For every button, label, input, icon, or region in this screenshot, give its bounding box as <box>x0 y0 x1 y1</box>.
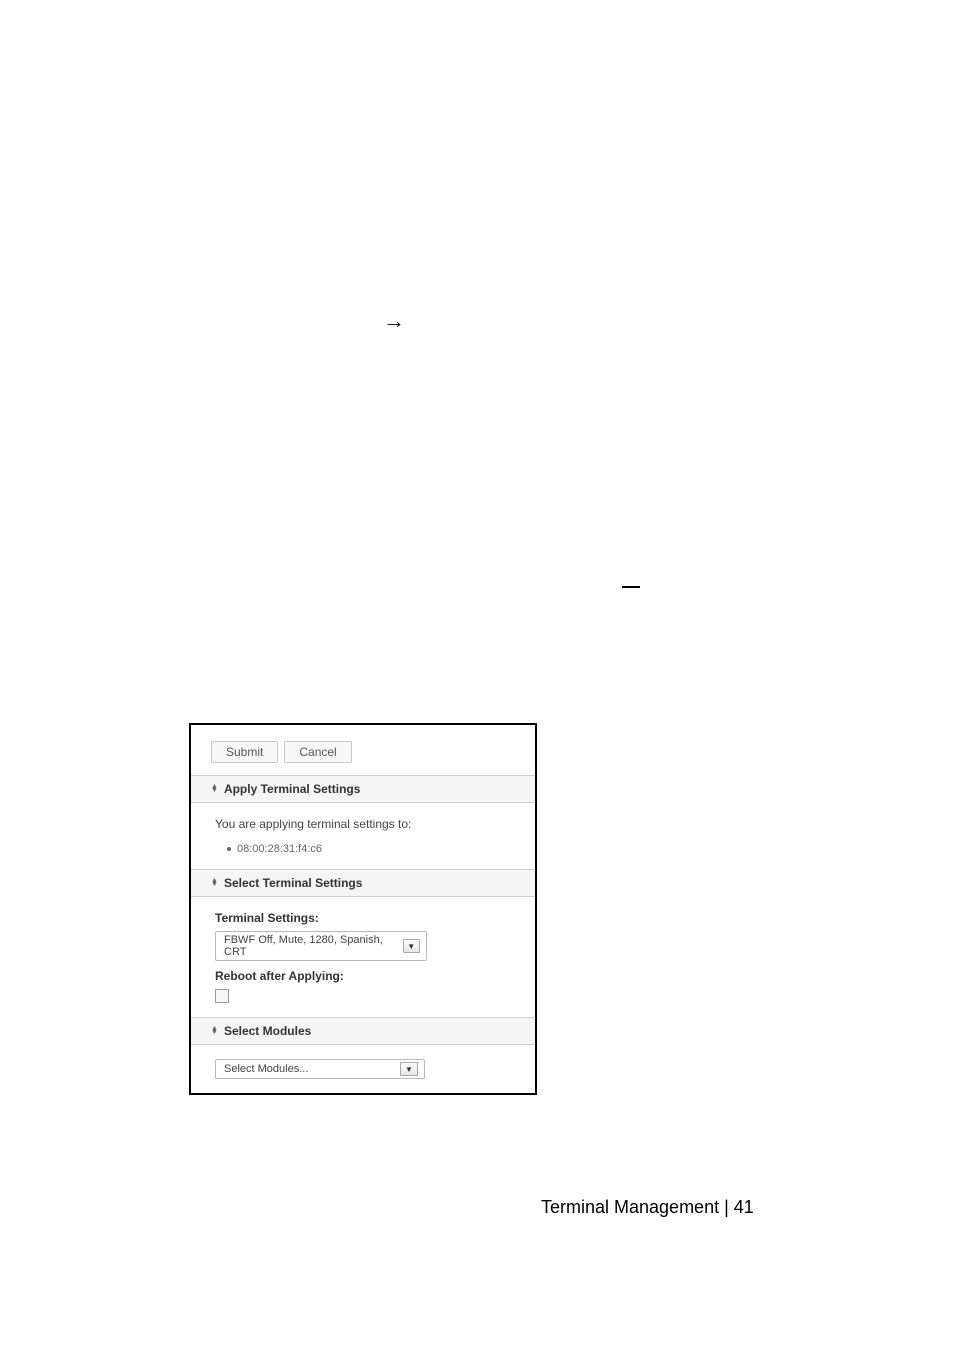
chevron-down-icon: ▼ <box>403 939 421 953</box>
button-row: Submit Cancel <box>191 725 535 775</box>
terminal-settings-select[interactable]: FBWF Off, Mute, 1280, Spanish, CRT ▼ <box>215 931 427 961</box>
sort-icon: ▲▼ <box>211 785 218 793</box>
sort-icon: ▲▼ <box>211 879 218 887</box>
arrow-glyph: → <box>383 308 405 334</box>
dash-mark <box>622 586 640 588</box>
apply-info-text: You are applying terminal settings to: <box>215 817 511 831</box>
select-value: Select Modules... <box>224 1063 308 1075</box>
section-title: Select Terminal Settings <box>224 876 363 890</box>
sort-icon: ▲▼ <box>211 1027 218 1035</box>
section-title: Apply Terminal Settings <box>224 782 360 796</box>
target-mac: 08:00:28:31:f4:c6 <box>237 843 322 855</box>
section-header-apply[interactable]: ▲▼ Apply Terminal Settings <box>191 775 535 803</box>
chevron-down-icon: ▼ <box>400 1062 418 1076</box>
modules-select[interactable]: Select Modules... ▼ <box>215 1059 425 1079</box>
section-header-select-settings[interactable]: ▲▼ Select Terminal Settings <box>191 869 535 897</box>
cancel-button[interactable]: Cancel <box>284 741 351 763</box>
bullet-icon <box>227 847 231 851</box>
submit-button[interactable]: Submit <box>211 741 278 763</box>
terminal-settings-label: Terminal Settings: <box>215 911 511 925</box>
target-mac-row: 08:00:28:31:f4:c6 <box>215 843 511 855</box>
section-body-select-modules: Select Modules... ▼ <box>191 1045 535 1093</box>
section-body-select-settings: Terminal Settings: FBWF Off, Mute, 1280,… <box>191 897 535 1017</box>
section-body-apply: You are applying terminal settings to: 0… <box>191 803 535 869</box>
select-value: FBWF Off, Mute, 1280, Spanish, CRT <box>224 934 403 958</box>
apply-settings-dialog: Submit Cancel ▲▼ Apply Terminal Settings… <box>189 723 537 1095</box>
reboot-label: Reboot after Applying: <box>215 969 511 983</box>
section-title: Select Modules <box>224 1024 311 1038</box>
page-footer: Terminal Management | 41 <box>541 1197 754 1218</box>
section-header-select-modules[interactable]: ▲▼ Select Modules <box>191 1017 535 1045</box>
reboot-checkbox[interactable] <box>215 989 229 1003</box>
